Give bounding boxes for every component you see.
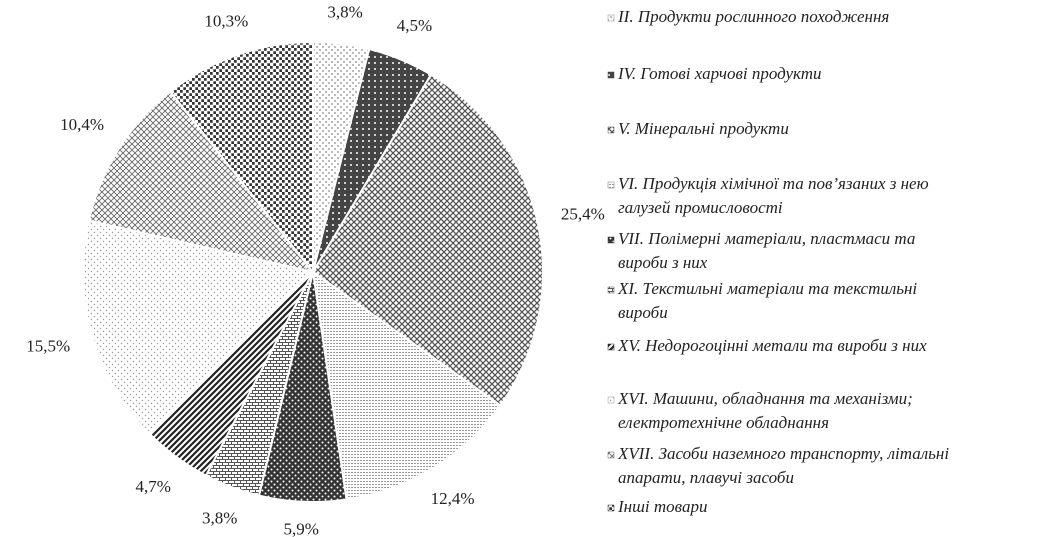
pie-slice: [87, 90, 316, 274]
legend-swatch: [607, 181, 615, 189]
legend-swatch: [607, 14, 615, 22]
legend-swatch: [607, 286, 615, 294]
legend-swatch: [607, 236, 615, 244]
pie-slice: [311, 269, 502, 501]
pie-slice: [168, 40, 314, 275]
pie-slice: [311, 73, 544, 407]
legend-label: XV. Недорогоцінні метали та вироби з них: [617, 336, 927, 355]
legend-label: II. Продукти рослинного походження: [617, 7, 889, 26]
legend-label: Інші товари: [617, 497, 707, 516]
data-label: 12,4%: [431, 489, 475, 508]
legend-label: VII. Полімерні матеріали, пластмаси та ви…: [618, 229, 915, 272]
legend-label: XVI. Машини, обладнання та механізми; еле…: [617, 389, 913, 432]
legend-swatch: [607, 396, 615, 404]
legend-label: XVII. Засоби наземного транспорту, літал…: [617, 444, 949, 487]
data-label: 3,8%: [202, 508, 237, 527]
legend-swatch: [607, 504, 615, 512]
legend-swatch: [607, 126, 615, 134]
legend-label: VI. Продукція хімічної та пов’язаних з н…: [618, 174, 929, 217]
data-label: 4,7%: [136, 477, 171, 496]
data-label: 5,9%: [284, 519, 319, 537]
legend-swatch: [607, 343, 615, 351]
legend-label: IV. Готові харчові продукти: [617, 64, 822, 83]
legend-label: V. Мінеральні продукти: [618, 119, 789, 138]
legend-label: XI. Текстильні матеріали та текстильні ви…: [617, 279, 917, 322]
data-label: 4,5%: [397, 16, 432, 35]
legend-swatch: [607, 71, 615, 79]
data-label: 10,3%: [204, 12, 248, 31]
legend-swatch: [607, 451, 615, 459]
pie-slice: [82, 219, 315, 436]
data-label: 10,4%: [60, 115, 104, 134]
data-label: 3,8%: [327, 3, 362, 22]
data-label: 15,5%: [26, 336, 70, 355]
data-label: 25,4%: [561, 204, 605, 223]
